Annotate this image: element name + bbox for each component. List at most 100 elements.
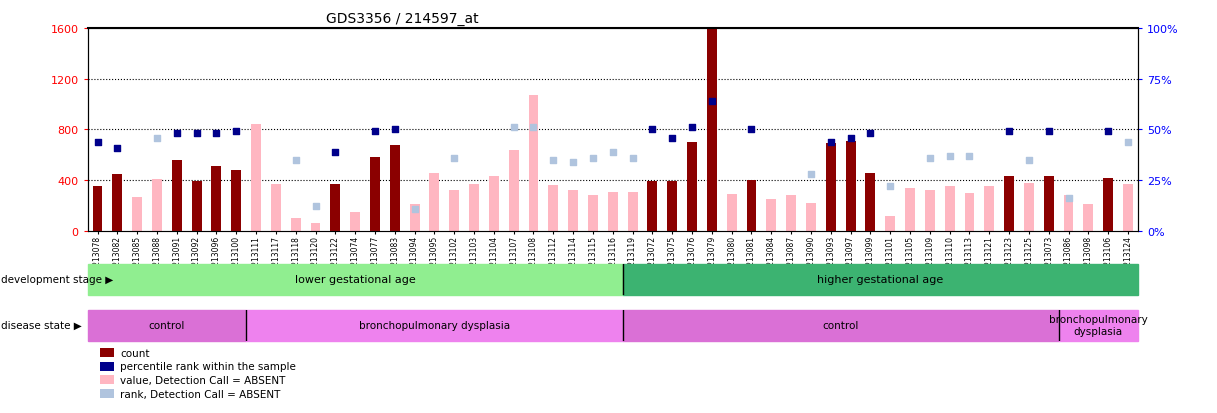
Bar: [88, 310, 246, 341]
Point: [187, 131, 207, 138]
Bar: [389, 145, 399, 231]
Bar: [865, 173, 875, 231]
Bar: [1059, 310, 1138, 341]
Text: higher gestational age: higher gestational age: [817, 275, 943, 285]
Point: [880, 183, 899, 190]
Point: [940, 153, 959, 160]
Point: [107, 145, 127, 152]
Text: value, Detection Call = ABSENT: value, Detection Call = ABSENT: [120, 375, 286, 385]
Bar: [112, 174, 122, 231]
Point: [662, 135, 682, 142]
Point: [326, 149, 346, 156]
Bar: [549, 186, 559, 231]
Text: control: control: [148, 320, 185, 330]
Point: [286, 157, 305, 164]
Bar: [231, 171, 241, 231]
Bar: [707, 30, 717, 231]
Point: [88, 139, 107, 145]
Point: [444, 155, 464, 162]
Text: count: count: [120, 348, 150, 358]
Bar: [965, 193, 975, 231]
Point: [801, 171, 820, 178]
Bar: [1064, 196, 1073, 231]
Point: [999, 129, 1019, 135]
Point: [207, 131, 226, 138]
Point: [920, 155, 940, 162]
Bar: [271, 185, 281, 231]
Point: [1099, 129, 1118, 135]
Point: [860, 131, 880, 138]
Text: control: control: [823, 320, 859, 330]
Bar: [88, 264, 623, 295]
Text: lower gestational age: lower gestational age: [295, 275, 415, 285]
Point: [405, 206, 425, 212]
Bar: [152, 179, 162, 231]
Point: [841, 135, 860, 142]
Bar: [291, 218, 301, 231]
Bar: [469, 185, 479, 231]
Point: [683, 125, 702, 131]
Bar: [905, 188, 915, 231]
Bar: [370, 158, 380, 231]
Point: [147, 135, 167, 142]
Point: [167, 131, 186, 138]
Bar: [846, 142, 856, 231]
Bar: [509, 150, 518, 231]
Point: [563, 159, 583, 166]
Bar: [1083, 205, 1093, 231]
Point: [1019, 157, 1038, 164]
Bar: [767, 199, 776, 231]
Bar: [568, 191, 578, 231]
Bar: [1044, 177, 1054, 231]
Bar: [623, 310, 1059, 341]
Bar: [727, 195, 736, 231]
Point: [504, 125, 523, 131]
Text: GDS3356 / 214597_at: GDS3356 / 214597_at: [326, 12, 479, 26]
Point: [821, 139, 841, 145]
Bar: [449, 191, 459, 231]
Point: [1118, 139, 1138, 145]
Bar: [528, 96, 538, 231]
Bar: [212, 167, 221, 231]
Bar: [647, 182, 657, 231]
Point: [960, 153, 980, 160]
Bar: [1104, 178, 1114, 231]
Bar: [133, 197, 142, 231]
Bar: [688, 143, 697, 231]
Bar: [628, 192, 638, 231]
Bar: [985, 187, 994, 231]
Point: [305, 204, 325, 210]
Point: [702, 98, 722, 105]
Text: rank, Detection Call = ABSENT: rank, Detection Call = ABSENT: [120, 389, 281, 399]
Point: [365, 129, 385, 135]
Point: [523, 125, 543, 131]
Point: [602, 149, 622, 156]
Point: [643, 127, 662, 133]
Bar: [191, 182, 202, 231]
Bar: [350, 212, 360, 231]
Bar: [806, 204, 815, 231]
Bar: [430, 173, 439, 231]
Bar: [607, 192, 618, 231]
Point: [1039, 129, 1059, 135]
Text: disease state ▶: disease state ▶: [1, 320, 82, 330]
Bar: [885, 216, 896, 231]
Bar: [489, 177, 499, 231]
Bar: [251, 125, 260, 231]
Bar: [623, 264, 1138, 295]
Point: [544, 157, 563, 164]
Bar: [410, 205, 420, 231]
Point: [623, 155, 643, 162]
Text: bronchopulmonary
dysplasia: bronchopulmonary dysplasia: [1049, 314, 1148, 336]
Point: [385, 127, 404, 133]
Point: [741, 127, 761, 133]
Point: [583, 155, 602, 162]
Bar: [588, 196, 598, 231]
Bar: [944, 187, 954, 231]
Bar: [1004, 177, 1014, 231]
Point: [1059, 196, 1078, 202]
Bar: [1123, 185, 1133, 231]
Bar: [667, 182, 677, 231]
Bar: [310, 223, 320, 231]
Bar: [925, 191, 935, 231]
